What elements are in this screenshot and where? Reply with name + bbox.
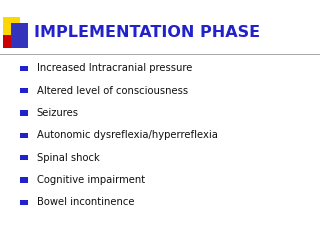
FancyBboxPatch shape xyxy=(20,88,28,93)
FancyBboxPatch shape xyxy=(20,200,28,205)
Text: Spinal shock: Spinal shock xyxy=(37,153,100,163)
FancyBboxPatch shape xyxy=(3,35,13,48)
Text: Bowel incontinence: Bowel incontinence xyxy=(37,197,134,207)
FancyBboxPatch shape xyxy=(20,133,28,138)
Text: Cognitive impairment: Cognitive impairment xyxy=(37,175,145,185)
FancyBboxPatch shape xyxy=(20,110,28,116)
Text: Altered level of consciousness: Altered level of consciousness xyxy=(37,86,188,96)
FancyBboxPatch shape xyxy=(3,17,20,42)
FancyBboxPatch shape xyxy=(11,23,28,48)
Text: IMPLEMENTATION PHASE: IMPLEMENTATION PHASE xyxy=(34,25,260,40)
Text: Autonomic dysreflexia/hyperreflexia: Autonomic dysreflexia/hyperreflexia xyxy=(37,130,218,140)
FancyBboxPatch shape xyxy=(20,155,28,160)
Text: Increased Intracranial pressure: Increased Intracranial pressure xyxy=(37,63,192,73)
Text: Seizures: Seizures xyxy=(37,108,79,118)
FancyBboxPatch shape xyxy=(20,177,28,183)
FancyBboxPatch shape xyxy=(20,66,28,71)
